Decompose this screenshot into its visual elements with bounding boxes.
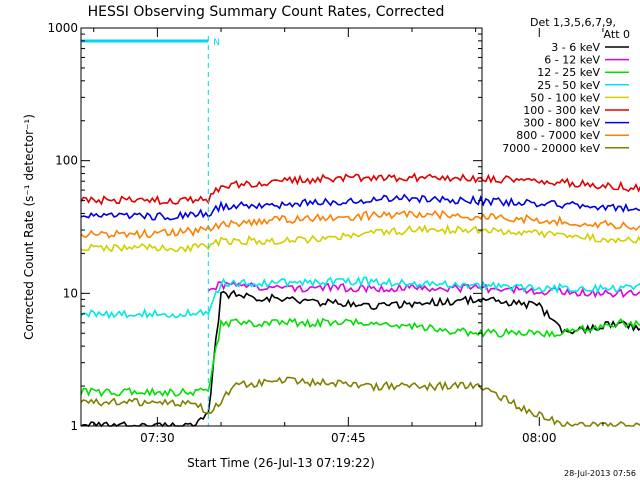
series-group (80, 172, 640, 428)
plot-frame (80, 27, 483, 427)
chart-title: HESSI Observing Summary Count Rates, Cor… (88, 4, 445, 20)
series-line-800-7000-kev (80, 209, 640, 240)
y-tick-label: 1000 (47, 21, 78, 35)
series-line-12-25-kev (80, 317, 640, 398)
legend-subtitle: Att 0 (604, 28, 630, 41)
legend-label-800-7000-kev: 800 - 7000 keV (516, 129, 600, 142)
legend-title: Det 1,3,5,6,7,9, (530, 16, 616, 29)
legend-label-7000-20000-kev: 7000 - 20000 keV (502, 142, 600, 155)
legend-label-25-50-kev: 25 - 50 keV (537, 79, 600, 92)
series-line-300-800-kev (80, 193, 640, 221)
legend-label-50-100-kev: 50 - 100 keV (530, 91, 600, 104)
night-label: N (213, 38, 220, 48)
y-tick-label: 100 (55, 154, 78, 168)
legend-label-100-300-kev: 100 - 300 keV (523, 104, 600, 117)
legend-label-6-12-kev: 6 - 12 keV (544, 54, 600, 67)
y-axis-label: Corrected Count Rate (s⁻¹ detector⁻¹) (22, 114, 36, 340)
y-tick-label: 10 (63, 286, 78, 300)
legend-label-3-6-kev: 3 - 6 keV (551, 41, 600, 54)
x-tick-label: 07:30 (140, 431, 175, 445)
series-line-7000-20000-kev (80, 376, 640, 428)
series-line-50-100-kev (80, 223, 640, 253)
x-tick-label: 08:00 (522, 431, 557, 445)
timestamp: 28-Jul-2013 07:56 (564, 469, 636, 478)
legend-label-300-800-kev: 300 - 800 keV (523, 117, 600, 130)
x-axis-label: Start Time (26-Jul-13 07:19:22) (187, 456, 375, 470)
x-tick-label: 07:45 (331, 431, 366, 445)
series-line-25-50-kev (80, 276, 640, 320)
series-line-6-12-kev (207, 281, 640, 299)
annotations-group: NF (81, 36, 220, 426)
y-tick-label: 1 (70, 419, 78, 433)
legend-label-12-25-kev: 12 - 25 keV (537, 66, 600, 79)
series-line-100-300-kev (80, 172, 640, 206)
y-axis: 1 10 100 1000 (47, 21, 482, 433)
